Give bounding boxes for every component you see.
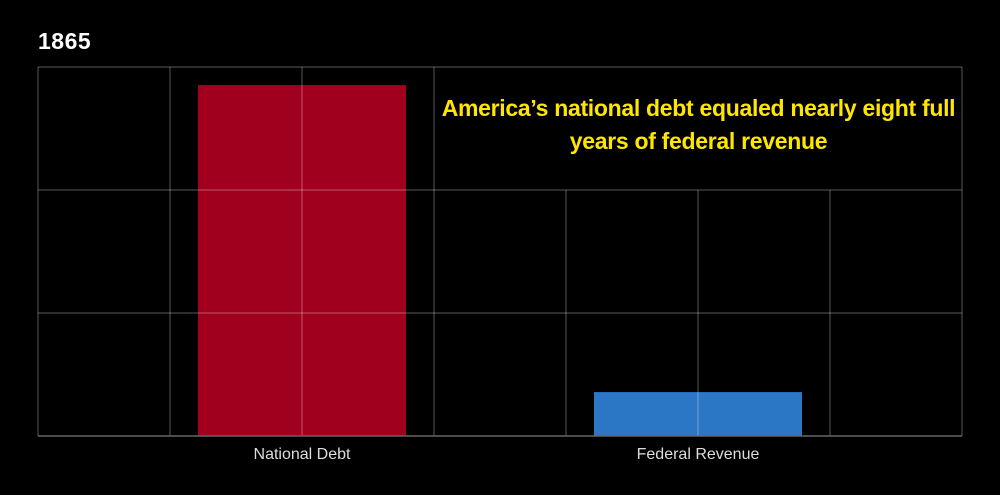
x-tick-label-federal-revenue: Federal Revenue <box>636 446 760 463</box>
chart-annotation: America’s national debt equaled nearly e… <box>441 95 956 154</box>
bar-national-debt <box>198 85 406 437</box>
bar-federal-revenue <box>594 392 802 436</box>
x-tick-label-national-debt: National Debt <box>253 446 351 463</box>
chart-title-year: 1865 <box>38 28 92 54</box>
